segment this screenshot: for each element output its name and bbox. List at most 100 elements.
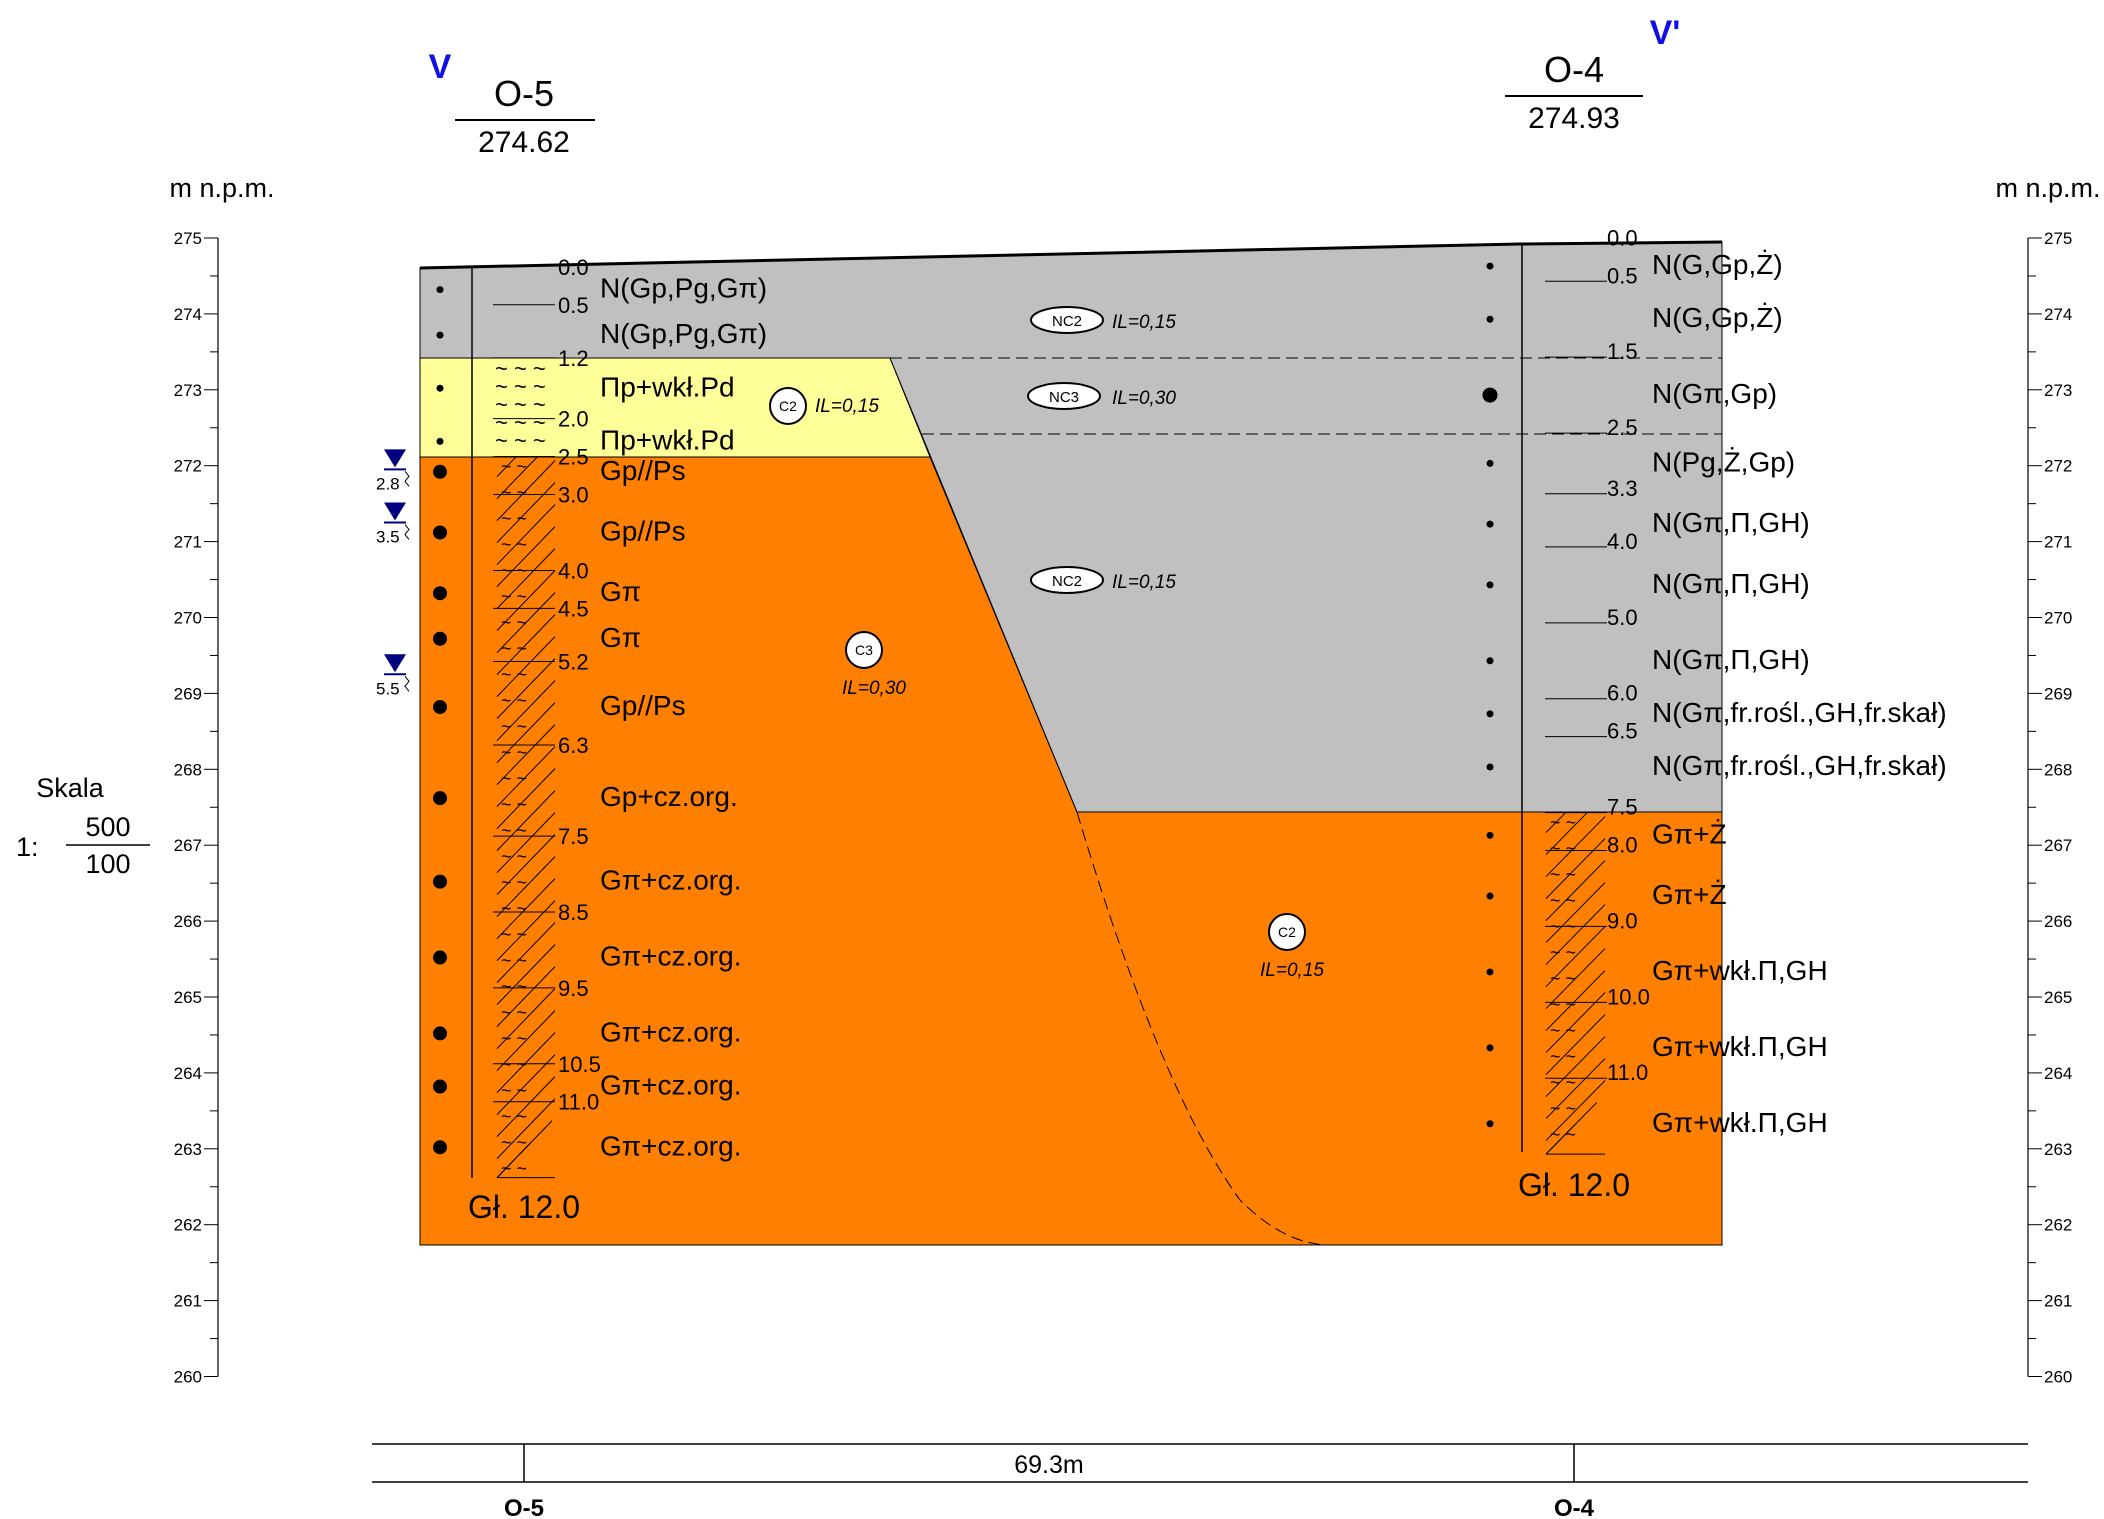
layer-description: Gπ+wkł.Π,GH	[1652, 955, 1828, 986]
o5-groundwater: 2.8 3.5 5.5	[376, 449, 410, 698]
layer-description: N(Gπ,fr.rośl.,GH,fr.skał)	[1652, 750, 1947, 781]
depth-tick-label: 6.5	[1607, 719, 1638, 744]
axis-tick-label: 267	[174, 836, 202, 855]
o5-bottom-label: O-5	[504, 1495, 544, 1519]
svg-text:IL=0,15: IL=0,15	[1260, 960, 1324, 981]
axis-tick-label: 262	[174, 1216, 202, 1235]
axis-tick-label: 264	[174, 1064, 202, 1083]
depth-tick-label: 11.0	[558, 1090, 599, 1115]
o5-depth-ticks: 0.0 0.5 1.2 2.0 2.5 3.0 4.0 4.5 5.2 6.3 7.5 8.5 9.5 1…	[493, 255, 601, 1115]
water-table-icon	[384, 449, 406, 468]
silt-tilde: ~ ~	[501, 1003, 527, 1023]
scale-vertical: 100	[85, 849, 130, 879]
water-squiggle	[404, 675, 410, 692]
clay-hatch	[496, 988, 556, 1049]
silt-tilde: ~ ~	[501, 1133, 527, 1153]
o5-total-depth: Gł. 12.0	[468, 1189, 580, 1225]
depth-tick-label: 7.5	[1607, 795, 1638, 820]
svg-text:IL=0,30: IL=0,30	[842, 678, 906, 699]
silt-tilde: ~ ~	[1550, 839, 1576, 859]
clay-hatch	[496, 702, 556, 763]
depth-tick-label: 6.3	[558, 733, 589, 758]
distance-value: 69.3m	[1014, 1451, 1083, 1479]
clay-hatch	[1545, 970, 1606, 1031]
sample-dot	[436, 286, 444, 294]
axis-tick-label: 272	[174, 457, 202, 476]
depth-tick-label: 0.0	[558, 255, 589, 280]
axis-tick-label: 261	[2044, 1292, 2072, 1311]
depth-tick-label: 9.0	[1607, 908, 1638, 933]
silt-tilde: ~ ~	[1550, 1047, 1576, 1067]
silt-tilde: ~ ~	[1550, 865, 1576, 885]
left-elevation-axis: 275 274 273 272 271 270 269 268 267 266 265 264 263 2…	[174, 229, 219, 1387]
layer-description: Gp//Ps	[600, 690, 686, 721]
axis-tick-label: 262	[2044, 1216, 2072, 1235]
silt-tilde: ~ ~	[1550, 1125, 1576, 1145]
silt-tilde: ~ ~	[1550, 813, 1576, 833]
right-axis-label: m n.p.m.	[1995, 173, 2100, 203]
o5-borehole-id: O-5	[494, 73, 554, 114]
silt-tilde: ~ ~	[501, 717, 527, 737]
layer-description: Gπ+cz.org.	[600, 865, 741, 896]
sample-dot	[1486, 459, 1494, 467]
silt-tilde: ~ ~	[501, 1107, 527, 1127]
sample-dot	[1486, 1044, 1494, 1052]
depth-tick-label: 1.5	[1607, 339, 1638, 364]
axis-tick-label: 275	[174, 229, 202, 248]
silt-tilde: ~ ~	[501, 691, 527, 711]
clay-hatch	[1545, 812, 1588, 855]
depth-tick-label: 5.2	[558, 650, 589, 675]
axis-tick-label: 271	[174, 533, 202, 552]
depth-tick-label: 1.2	[558, 346, 589, 371]
clay-hatch	[1545, 1124, 1576, 1155]
sample-dot	[433, 464, 447, 479]
water-squiggle	[404, 524, 410, 540]
sample-dot	[1486, 763, 1494, 771]
scale-horizontal: 500	[85, 812, 130, 842]
axis-tick-label: 263	[174, 1140, 202, 1159]
sample-dot	[433, 631, 447, 646]
silt-tilde: ~ ~	[1550, 1073, 1576, 1093]
sample-dot	[436, 437, 444, 445]
axis-tick-label: 265	[2044, 988, 2072, 1007]
sample-dot	[1486, 710, 1494, 718]
clay-hatch	[496, 526, 556, 587]
silt-tilde: ~ ~	[501, 743, 527, 763]
sample-dot	[436, 331, 444, 339]
clay-hatch	[496, 1032, 556, 1093]
unit-label-nc2-mid: NC2 IL=0,15	[1030, 566, 1176, 594]
silt-tilde: ~ ~	[501, 1081, 527, 1101]
layer-description: N(Pg,Ż,Gp)	[1652, 446, 1795, 477]
sample-dot	[433, 1079, 447, 1094]
left-axis-label: m n.p.m.	[169, 173, 274, 203]
clay-hatch	[1545, 1080, 1606, 1141]
unit-label-c2-silt: C2 IL=0,15	[769, 387, 879, 425]
clay-hatch	[496, 812, 556, 873]
sample-dot	[1486, 581, 1494, 589]
svg-text:IL=0,15: IL=0,15	[1112, 312, 1176, 333]
clay-hatch	[496, 856, 556, 917]
depth-tick-label: 11.0	[1607, 1060, 1648, 1085]
layer-description: N(Gπ,Π,GH)	[1652, 644, 1810, 675]
depth-tick-label: 2.0	[558, 407, 589, 432]
silt-tilde: ~ ~	[1550, 1099, 1576, 1119]
sample-dot	[1486, 315, 1494, 323]
o4-samples	[1482, 262, 1498, 1128]
clay-hatch	[1545, 882, 1606, 943]
axis-tick-label: 268	[174, 760, 202, 779]
sample-dot	[433, 700, 447, 715]
water-table-icon	[384, 654, 406, 673]
clay-hatch	[1545, 948, 1606, 1009]
clay-hatch	[496, 834, 556, 895]
depth-tick-label: 9.5	[558, 976, 589, 1001]
axis-tick-label: 268	[2044, 760, 2072, 779]
layer-description: Gπ+Ż	[1652, 818, 1727, 849]
clay-hatch	[496, 460, 556, 521]
unit-label-nc2-top: NC2 IL=0,15	[1030, 306, 1176, 334]
clay-hatch	[496, 1076, 556, 1137]
clay-hatch	[496, 1010, 556, 1071]
o5-samples	[433, 286, 447, 1155]
axis-tick-label: 260	[2044, 1368, 2072, 1387]
silt-tilde: ~ ~	[501, 847, 527, 867]
layer-description: N(Gπ,Gp)	[1652, 378, 1777, 409]
